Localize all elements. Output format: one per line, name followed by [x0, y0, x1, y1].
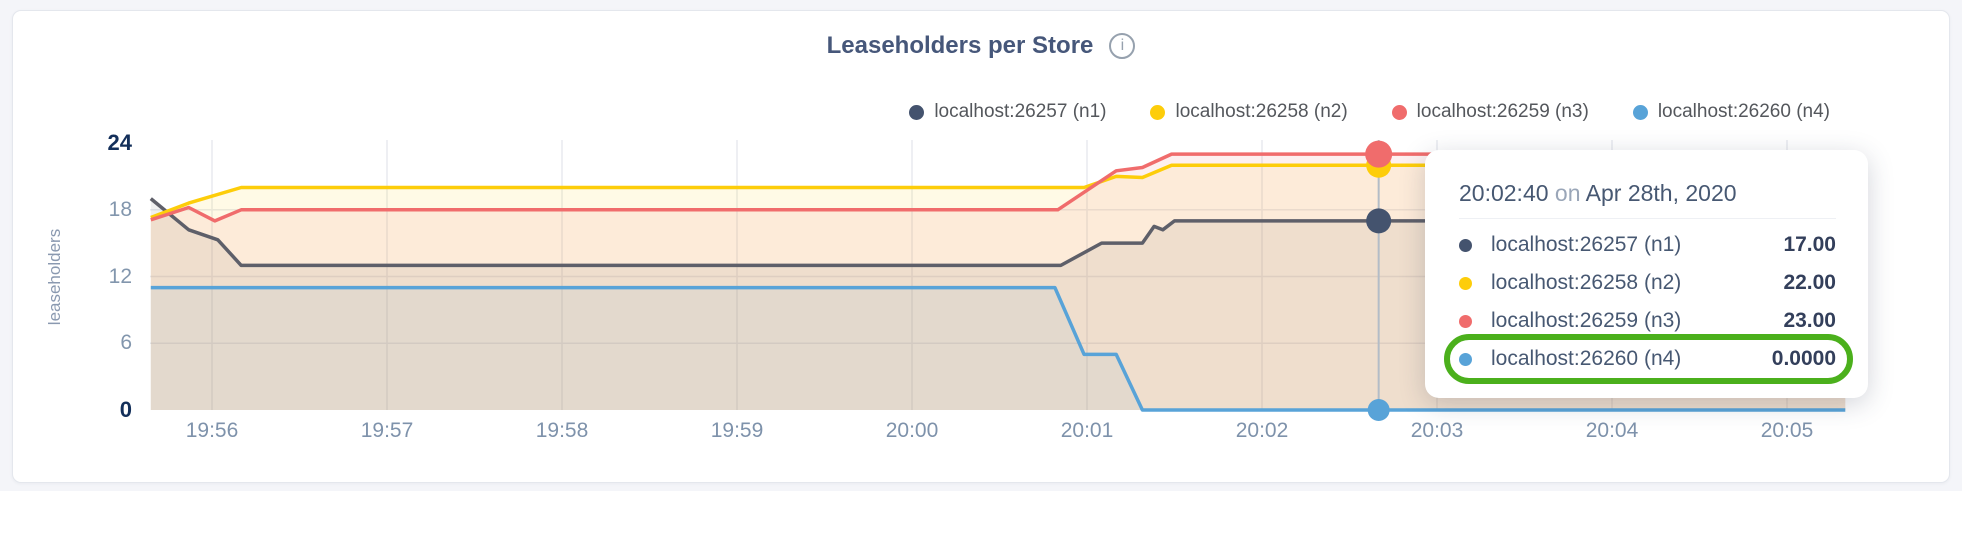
x-tick-label: 20:01: [1060, 419, 1114, 442]
legend-item-label: localhost:26260 (n4): [1657, 101, 1830, 122]
hover-dot-n4: [1367, 399, 1390, 421]
chart-legend: localhost:26257 (n1) localhost:26258 (n2)…: [909, 101, 1830, 123]
tooltip-series-value: 23.00: [1783, 309, 1836, 332]
series-area-n1: [150, 198, 1846, 410]
series-line-n3: [150, 152, 1846, 223]
tooltip-series-value: 17.00: [1783, 233, 1836, 256]
tooltip-series-label: localhost:26257 (n1): [1491, 233, 1682, 256]
tooltip-time: 20:02:40: [1459, 180, 1549, 206]
y-tick-label: 0: [119, 397, 132, 422]
tooltip-series-value: 22.00: [1783, 271, 1836, 294]
hover-dot-n1: [1366, 208, 1392, 234]
tooltip-row-n4: localhost:26260 (n4) 0.0000: [1444, 334, 1853, 384]
series-area-n4: [150, 287, 1846, 410]
tooltip-row-n3: localhost:26259 (n3) 23.00: [1459, 302, 1836, 340]
legend-item-n1[interactable]: localhost:26257 (n1): [909, 101, 1106, 123]
tooltip-series-dot-icon: [1459, 314, 1472, 328]
legend-item-label: localhost:26258 (n2): [1175, 101, 1348, 122]
legend-dot-icon: [1150, 104, 1166, 120]
series-line-n1: [149, 197, 1846, 268]
y-tick-label: 18: [108, 198, 132, 221]
tooltip-conjunction: on: [1554, 180, 1581, 206]
tooltip-series-dot-icon: [1459, 238, 1472, 252]
tooltip-series-value: 0.0000: [1771, 347, 1836, 370]
hover-dot-n3: [1365, 140, 1393, 168]
y-tick-label: 12: [108, 265, 132, 288]
info-icon[interactable]: i: [1109, 33, 1136, 59]
legend-dot-icon: [1391, 104, 1407, 120]
tooltip-series-label: localhost:26260 (n4): [1491, 347, 1682, 370]
legend-dot-icon: [909, 104, 925, 120]
legend-item-n3[interactable]: localhost:26259 (n3): [1391, 101, 1589, 123]
tooltip-series-label: localhost:26259 (n3): [1491, 309, 1682, 332]
chart-tooltip: 20:02:40 on Apr 28th, 2020 localhost:262…: [1425, 150, 1868, 398]
legend-item-label: localhost:26257 (n1): [934, 101, 1107, 122]
tooltip-series-dot-icon: [1459, 352, 1472, 366]
x-tick-label: 20:04: [1585, 419, 1639, 442]
x-tick-label: 19:58: [535, 419, 589, 442]
legend-dot-icon: [1632, 104, 1648, 120]
x-tick-label: 19:56: [185, 419, 239, 442]
tooltip-row-n1: localhost:26257 (n1) 17.00: [1459, 226, 1836, 264]
y-axis-title: leaseholders: [45, 228, 64, 326]
x-tick-label: 20:05: [1760, 419, 1814, 442]
y-tick-label: 6: [120, 331, 132, 354]
chart-title: Leaseholders per Store: [826, 32, 1094, 59]
x-tick-label: 20:00: [885, 419, 939, 442]
tooltip-header: 20:02:40 on Apr 28th, 2020: [1459, 180, 1836, 219]
tooltip-series-label: localhost:26258 (n2): [1491, 271, 1682, 294]
tooltip-series-dot-icon: [1459, 276, 1472, 290]
tooltip-row-n2: localhost:26258 (n2) 22.00: [1459, 264, 1836, 302]
series-line-n4: [150, 285, 1846, 412]
legend-item-label: localhost:26259 (n3): [1416, 101, 1589, 122]
series-area-n3: [150, 154, 1846, 410]
tooltip-rows: localhost:26257 (n1) 17.00 localhost:26258…: [1444, 219, 1853, 384]
x-tick-label: 20:03: [1410, 419, 1464, 442]
legend-item-n2[interactable]: localhost:26258 (n2): [1150, 101, 1348, 123]
chart-title-row: Leaseholders per Store i: [0, 32, 1962, 60]
legend-item-n4[interactable]: localhost:26260 (n4): [1632, 101, 1830, 123]
x-tick-label: 20:02: [1235, 419, 1289, 442]
y-tick-label: 24: [107, 130, 132, 155]
x-tick-label: 19:59: [710, 419, 764, 442]
tooltip-date: Apr 28th, 2020: [1585, 180, 1737, 206]
x-tick-label: 19:57: [360, 419, 414, 442]
